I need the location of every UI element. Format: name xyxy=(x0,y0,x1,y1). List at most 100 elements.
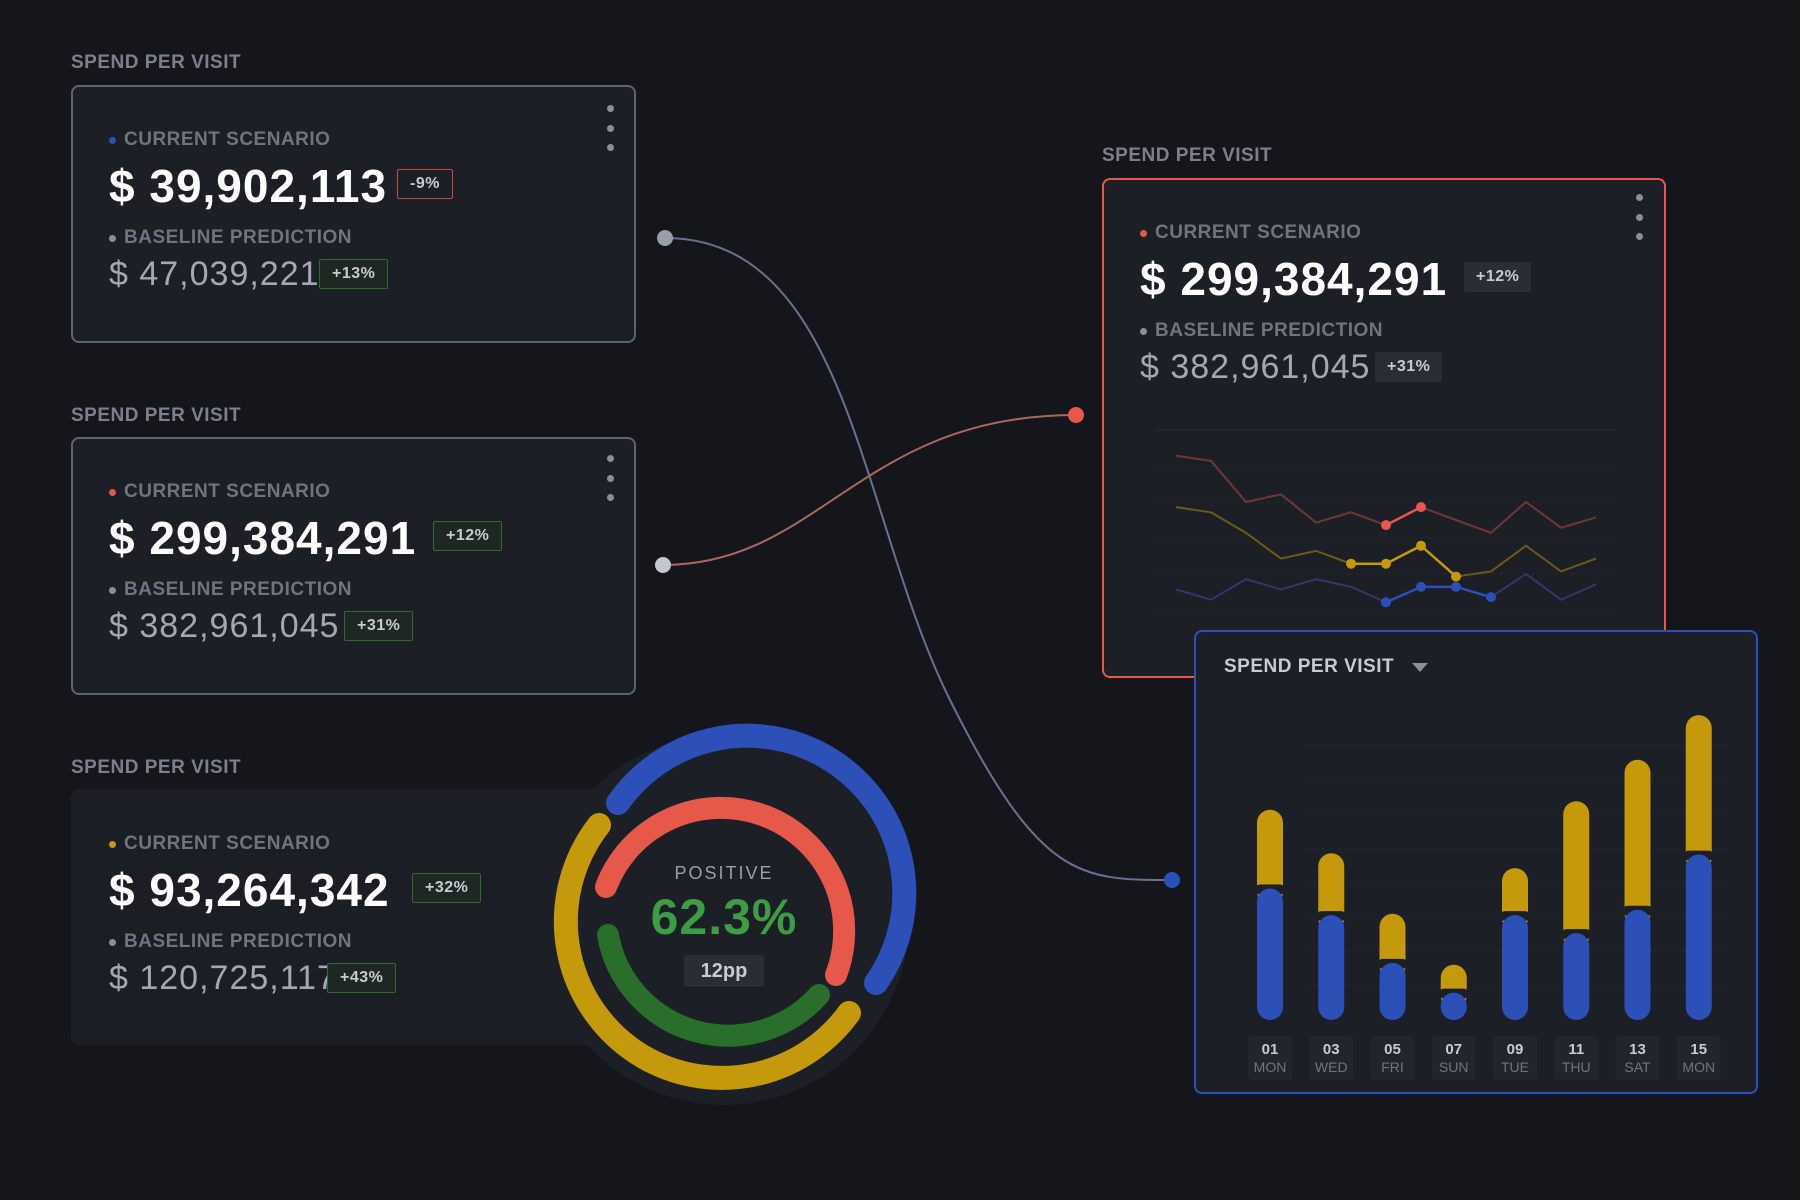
gauge-outer-yellow-arc-bottom xyxy=(637,1001,861,1090)
section-label: SPEND PER VISIT xyxy=(1102,145,1273,166)
bar-weekday-label: SUN xyxy=(1439,1059,1469,1075)
bar-card-title-dropdown[interactable]: SPEND PER VISIT xyxy=(1224,656,1429,678)
bar-weekday-label: WED xyxy=(1315,1059,1348,1075)
bar-label-bg xyxy=(1370,1036,1415,1080)
baseline-value: $ 120,725,117 xyxy=(109,959,337,997)
legend-dot-icon xyxy=(109,586,116,594)
caret-down-icon xyxy=(1412,662,1429,672)
baseline-prediction-label: BASELINE PREDICTION xyxy=(1140,320,1383,342)
gauge-value: 62.3% xyxy=(650,889,798,945)
bar-segment-blue xyxy=(1318,915,1345,1020)
section-label: SPEND PER VISIT xyxy=(71,52,242,73)
bar-label-bg xyxy=(1431,1036,1476,1080)
kpi-card[interactable]: CURRENT SCENARIO $ 39,902,113 -9% BASELI… xyxy=(71,85,636,343)
bar-day-label: 07 xyxy=(1445,1041,1462,1058)
bar-label-bg xyxy=(1554,1036,1599,1080)
bar-segment-blue xyxy=(1563,933,1590,1020)
gauge-outer-blue-arc xyxy=(606,723,917,995)
gauge-delta-badge: 12pp xyxy=(684,955,764,987)
line-series-highlight-blue xyxy=(1385,585,1492,604)
gauge-outer-yellow-arc-top xyxy=(553,813,661,1072)
bar-day-label: 15 xyxy=(1690,1041,1707,1058)
bar-segment-yellow xyxy=(1685,715,1712,871)
current-change-badge: -9% xyxy=(397,169,453,199)
line-point-red xyxy=(1381,520,1391,531)
baseline-value: $ 382,961,045 xyxy=(109,607,340,645)
baseline-change-badge: +31% xyxy=(1375,352,1443,382)
section-label: SPEND PER VISIT xyxy=(71,405,242,426)
connector-node xyxy=(655,557,671,573)
bar-segment-yellow xyxy=(1257,809,1283,905)
gauge-inner-green-arc xyxy=(597,924,830,1047)
baseline-prediction-label: BASELINE PREDICTION xyxy=(109,227,352,249)
bar-day-label: 05 xyxy=(1384,1041,1401,1058)
gauge-inner-red-arc xyxy=(595,796,856,986)
line-series-highlight-yellow xyxy=(1351,544,1457,578)
current-change-badge: +12% xyxy=(433,521,503,551)
current-scenario-label: CURRENT SCENARIO xyxy=(109,833,330,855)
legend-dot-icon xyxy=(109,938,116,946)
connector-node xyxy=(1068,407,1084,423)
current-value: $ 93,264,342 xyxy=(109,864,390,916)
section-label: SPEND PER VISIT xyxy=(71,757,242,778)
bar-card-title: SPEND PER VISIT xyxy=(1224,656,1395,677)
line-point-yellow xyxy=(1416,540,1426,551)
bar-weekday-label: TUE xyxy=(1501,1059,1529,1075)
baseline-change-badge: +13% xyxy=(319,259,389,289)
legend-dot-icon xyxy=(109,234,116,242)
legend-dot-icon xyxy=(1140,327,1147,335)
bar-segment-yellow xyxy=(1563,801,1590,950)
baseline-change-badge: +31% xyxy=(344,611,414,641)
bar-chart-card[interactable]: SPEND PER VISIT 01 MON 03 WED 05 FRI 07 SUN 09 TU… xyxy=(1194,630,1758,1094)
line-point-red xyxy=(1416,502,1426,513)
line-point-blue xyxy=(1381,597,1391,608)
bar-day-label: 11 xyxy=(1568,1041,1584,1058)
bar-segment-yellow xyxy=(1624,759,1651,926)
current-scenario-label: CURRENT SCENARIO xyxy=(1140,222,1361,244)
line-point-yellow xyxy=(1346,558,1356,569)
baseline-value: $ 382,961,045 xyxy=(1140,348,1371,386)
baseline-change-badge: +43% xyxy=(327,963,397,993)
legend-dot-icon xyxy=(109,488,116,496)
connector-node xyxy=(1164,872,1180,888)
gauge-label: POSITIVE xyxy=(674,863,774,883)
bar-segment-blue xyxy=(1379,962,1406,1020)
baseline-prediction-label: BASELINE PREDICTION xyxy=(109,579,352,601)
bar-weekday-label: MON xyxy=(1254,1059,1287,1075)
bar-day-label: 13 xyxy=(1629,1041,1646,1058)
gauge-chart xyxy=(539,723,917,1105)
bar-label-bg xyxy=(1493,1036,1537,1080)
line-point-blue xyxy=(1451,581,1461,592)
connector-gray-to-blue xyxy=(664,237,1173,881)
more-options-icon[interactable] xyxy=(603,455,617,501)
bar-weekday-label: MON xyxy=(1682,1059,1715,1075)
more-options-icon[interactable] xyxy=(1632,194,1646,240)
more-options-icon[interactable] xyxy=(603,105,617,151)
kpi-detail-card[interactable]: CURRENT SCENARIO $ 299,384,291 +12% BASE… xyxy=(1102,178,1666,678)
connector-node xyxy=(657,230,673,246)
bar-segment-blue xyxy=(1257,888,1283,1020)
current-change-badge: +12% xyxy=(1464,262,1532,292)
bar-weekday-label: THU xyxy=(1562,1059,1591,1075)
legend-dot-icon xyxy=(109,136,116,144)
connector-gray-to-red xyxy=(662,414,1077,566)
line-point-blue xyxy=(1486,592,1496,603)
bar-segment-blue xyxy=(1502,915,1528,1020)
bar-label-bg xyxy=(1676,1036,1721,1080)
current-change-badge: +32% xyxy=(412,873,482,903)
current-scenario-label: CURRENT SCENARIO xyxy=(109,481,330,503)
line-point-yellow xyxy=(1381,558,1391,569)
line-series-highlight-red xyxy=(1385,506,1422,527)
kpi-card[interactable]: CURRENT SCENARIO $ 299,384,291 +12% BASE… xyxy=(71,437,636,695)
baseline-value: $ 47,039,221 xyxy=(109,255,320,293)
line-point-yellow xyxy=(1451,571,1461,582)
bar-label-bg xyxy=(1615,1036,1660,1080)
bar-segment-blue xyxy=(1440,992,1467,1020)
bar-segment-blue xyxy=(1624,909,1651,1020)
bar-day-label: 03 xyxy=(1323,1041,1340,1058)
bar-segment-blue xyxy=(1685,854,1712,1020)
bar-day-label: 09 xyxy=(1507,1041,1524,1058)
baseline-prediction-label: BASELINE PREDICTION xyxy=(109,931,352,953)
